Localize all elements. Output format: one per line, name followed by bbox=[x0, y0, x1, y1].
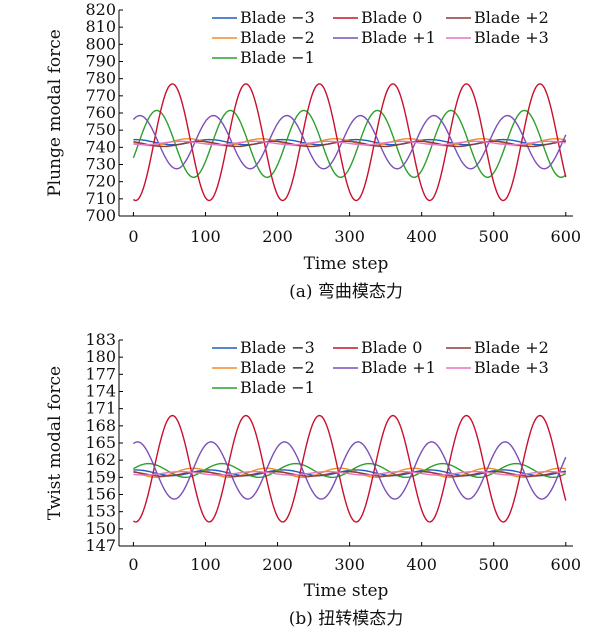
x-tick-label: 200 bbox=[262, 555, 293, 574]
y-tick-label: 168 bbox=[85, 416, 116, 435]
y-tick-label: 183 bbox=[85, 330, 116, 349]
y-tick-label: 177 bbox=[85, 364, 116, 383]
y-tick-label: 740 bbox=[85, 137, 116, 156]
y-tick-label: 770 bbox=[85, 86, 116, 105]
y-tick-label: 153 bbox=[85, 502, 116, 521]
y-tick-label: 810 bbox=[85, 17, 116, 36]
series-group bbox=[132, 83, 567, 202]
x-tick-label: 0 bbox=[128, 555, 138, 574]
y-tick-label: 165 bbox=[85, 433, 116, 452]
y-tick-label: 150 bbox=[85, 519, 116, 538]
y-tick-label: 147 bbox=[85, 536, 116, 555]
x-tick-label: 600 bbox=[551, 227, 582, 246]
y-tick-label: 800 bbox=[85, 34, 116, 53]
x-tick-label: 300 bbox=[334, 555, 365, 574]
y-tick-label: 159 bbox=[85, 467, 116, 486]
legend-label: Blade +1 bbox=[361, 358, 436, 377]
y-axis-label: Twist modal force bbox=[45, 366, 65, 520]
y-tick-label: 820 bbox=[85, 0, 116, 19]
y-tick-label: 720 bbox=[85, 172, 116, 191]
legend-label: Blade 0 bbox=[361, 8, 422, 27]
legend-label: Blade −2 bbox=[240, 28, 315, 47]
legend-label: Blade +3 bbox=[474, 28, 549, 47]
series-line-3 bbox=[133, 414, 567, 523]
series-line-1 bbox=[133, 467, 566, 479]
y-tick-label: 162 bbox=[85, 450, 116, 469]
y-axis-label: Plunge modal force bbox=[45, 29, 65, 197]
series-line-4 bbox=[132, 114, 567, 170]
y-tick-label: 710 bbox=[85, 189, 116, 208]
x-axis-label: Time step bbox=[304, 581, 389, 601]
legend-label: Blade +2 bbox=[474, 8, 549, 27]
x-tick-label: 300 bbox=[334, 227, 365, 246]
y-tick-label: 780 bbox=[85, 69, 116, 88]
series-line-3 bbox=[133, 83, 567, 202]
y-tick-label: 700 bbox=[85, 206, 116, 225]
y-tick-label: 156 bbox=[85, 485, 116, 504]
y-tick-label: 174 bbox=[85, 382, 116, 401]
series-line-5 bbox=[133, 470, 566, 477]
legend-label: Blade −1 bbox=[240, 48, 315, 67]
x-tick-label: 100 bbox=[190, 227, 221, 246]
x-tick-label: 600 bbox=[551, 555, 582, 574]
series-line-4 bbox=[133, 441, 567, 500]
y-tick-label: 180 bbox=[85, 347, 116, 366]
x-axis-label: Time step bbox=[304, 254, 389, 274]
series-line-6 bbox=[133, 470, 566, 476]
legend-label: Blade −3 bbox=[240, 338, 315, 357]
y-tick-label: 171 bbox=[85, 399, 116, 418]
y-tick-label: 790 bbox=[85, 52, 116, 71]
x-tick-label: 500 bbox=[478, 555, 509, 574]
y-tick-label: 730 bbox=[85, 155, 116, 174]
figure-caption: (b) 扭转模态力 bbox=[289, 609, 404, 629]
legend-label: Blade +2 bbox=[474, 338, 549, 357]
x-tick-label: 400 bbox=[406, 227, 437, 246]
series-group bbox=[133, 414, 567, 523]
x-tick-label: 100 bbox=[190, 555, 221, 574]
legend-label: Blade −3 bbox=[240, 8, 315, 27]
series-line-2 bbox=[132, 109, 567, 179]
legend-label: Blade +3 bbox=[474, 358, 549, 377]
figure-caption: (a) 弯曲模态力 bbox=[289, 282, 403, 302]
x-tick-label: 400 bbox=[406, 555, 437, 574]
x-tick-label: 200 bbox=[262, 227, 293, 246]
y-tick-label: 750 bbox=[85, 120, 116, 139]
x-tick-label: 0 bbox=[128, 227, 138, 246]
series-line-5 bbox=[133, 140, 566, 148]
series-line-6 bbox=[133, 140, 566, 146]
legend-label: Blade −1 bbox=[240, 378, 315, 397]
y-tick-label: 760 bbox=[85, 103, 116, 122]
legend-label: Blade 0 bbox=[361, 338, 422, 357]
legend-label: Blade +1 bbox=[361, 28, 436, 47]
x-tick-label: 500 bbox=[478, 227, 509, 246]
legend-label: Blade −2 bbox=[240, 358, 315, 377]
